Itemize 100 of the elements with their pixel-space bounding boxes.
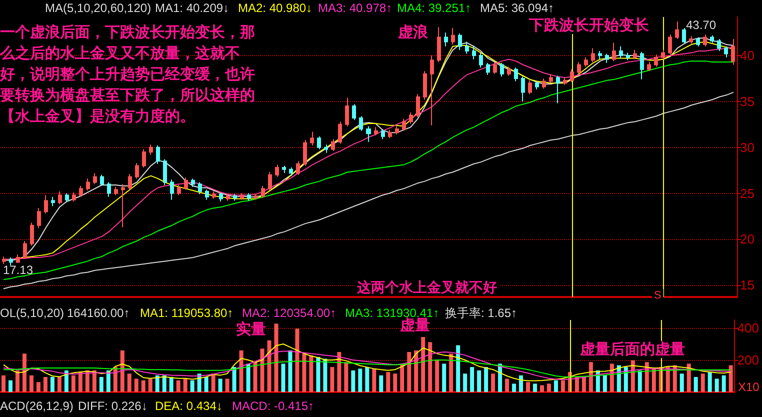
candlestick (703, 34, 707, 47)
y-tick-label: 40 (740, 48, 754, 64)
text: OL(5,10,20) (0, 306, 64, 320)
bar (211, 374, 216, 392)
bar (728, 365, 733, 392)
bar (351, 370, 356, 392)
y-tick-label: 30 (740, 140, 754, 155)
candlestick (647, 61, 651, 72)
candlestick (374, 126, 378, 136)
annotation: 43.70 (686, 18, 716, 32)
bar (106, 370, 110, 392)
text: 164160.00↑ (67, 306, 130, 320)
candlestick (416, 94, 420, 118)
candlestick (591, 48, 595, 62)
bar (232, 367, 236, 392)
bar (435, 360, 440, 392)
candlestick (549, 74, 553, 84)
text: DEA: 0.434↓ (155, 399, 222, 413)
candlestick (261, 185, 265, 198)
bar (155, 375, 160, 392)
candlestick (226, 194, 230, 202)
candlestick (23, 240, 27, 259)
candlestick (381, 128, 385, 140)
bar (407, 352, 412, 392)
y-tick-label: 20 (740, 232, 754, 247)
candlestick (500, 62, 504, 78)
bar (260, 348, 264, 392)
bar (372, 368, 376, 392)
candlestick (268, 172, 272, 192)
bar (463, 374, 468, 392)
candlestick (44, 194, 48, 214)
bar (588, 362, 593, 392)
bar (8, 380, 12, 392)
bar (546, 384, 551, 392)
bar (680, 374, 684, 392)
candlestick (289, 167, 293, 176)
annotation: 实量 (236, 320, 266, 338)
text: 换手率: 1.65↑ (445, 306, 518, 320)
candlestick (388, 129, 392, 139)
candlestick (212, 190, 216, 200)
candlestick (93, 172, 97, 185)
text: MA5: 36.094↑ (480, 1, 554, 15)
bar (141, 380, 146, 392)
bar (512, 384, 516, 392)
candlestick (163, 158, 167, 186)
candlestick (65, 192, 69, 203)
candlestick (528, 80, 532, 95)
candlestick (619, 46, 623, 59)
candlestick (16, 254, 20, 264)
annotation: 下跌波长开始变长 (528, 16, 650, 34)
bar (610, 364, 614, 392)
bar (92, 370, 96, 392)
candlestick (472, 46, 476, 60)
bar (652, 368, 656, 392)
bar (169, 376, 174, 392)
annotation: 要转换为横盘甚至下跌了，所以这样的 (0, 86, 255, 104)
bar (323, 358, 328, 392)
text: MA1: 40.209↓ (155, 1, 230, 15)
bar (714, 378, 719, 392)
candlestick (128, 173, 132, 190)
candlestick (486, 62, 490, 76)
annotation: 虚浪 (397, 23, 429, 41)
y-tick-label: 25 (740, 186, 754, 201)
candlestick (675, 21, 679, 40)
candlestick (465, 41, 469, 54)
bar (344, 362, 348, 392)
bar (644, 362, 649, 392)
bar (183, 378, 188, 392)
candlestick (30, 222, 34, 246)
bar (134, 378, 138, 392)
bar (393, 374, 398, 392)
bar (358, 368, 362, 392)
candlestick (205, 189, 209, 200)
candlestick (9, 257, 13, 266)
bar (253, 362, 258, 392)
candlestick (324, 144, 328, 154)
bar (477, 370, 482, 392)
bar (574, 376, 579, 392)
candlestick (514, 66, 518, 82)
candlestick (142, 148, 146, 168)
bar (36, 382, 40, 392)
y-tick-label: 200 (737, 352, 760, 368)
y-tick-label: 15 (740, 278, 754, 293)
y-tick-label: 400 (737, 320, 760, 336)
candlestick (100, 174, 104, 186)
candlestick (72, 192, 76, 202)
candlestick (430, 55, 434, 126)
bar (50, 376, 54, 392)
candlestick (254, 194, 258, 200)
candlestick (107, 182, 111, 198)
candlestick (37, 207, 41, 229)
bar (120, 350, 124, 392)
candlestick (577, 61, 581, 74)
candlestick (233, 194, 237, 202)
candlestick (345, 97, 349, 127)
bar (421, 336, 426, 392)
candlestick (626, 52, 630, 61)
candlestick (640, 51, 644, 80)
bar (624, 367, 628, 392)
annotation: 一个虚浪后面，下跌波长开始变长，那 (0, 23, 255, 41)
